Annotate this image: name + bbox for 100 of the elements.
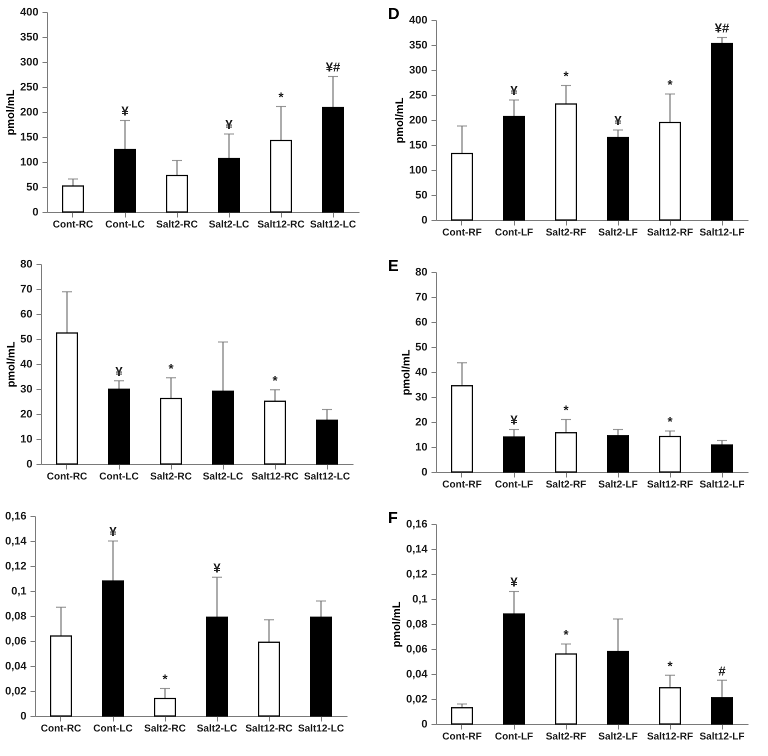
y-tick-label: 60 — [415, 316, 428, 328]
y-tick-label: 0 — [421, 718, 428, 730]
x-tick-label: Salt12-RC — [245, 724, 293, 734]
y-tick-label: 0,02 — [406, 694, 428, 706]
y-tick-label: 300 — [20, 56, 38, 68]
y-tick-label: 350 — [20, 32, 38, 44]
bar — [503, 116, 525, 221]
x-tick-label: Salt12-RC — [257, 220, 305, 230]
bar — [258, 642, 280, 717]
y-tick-label: 50 — [415, 342, 428, 354]
y-tick-label: 80 — [20, 258, 32, 270]
y-axis-title: pmol/mL — [394, 97, 406, 144]
y-tick-label: 300 — [409, 64, 428, 76]
annotation: * — [667, 414, 674, 429]
y-tick-label: 50 — [20, 334, 32, 346]
y-tick-label: 0,12 — [5, 560, 26, 572]
x-tick-label: Salt12-LF — [699, 732, 745, 742]
bar — [659, 687, 681, 725]
y-tick-label: 80 — [415, 266, 428, 278]
y-tick-label: 400 — [20, 6, 38, 18]
y-tick-label: 0 — [20, 710, 26, 722]
bar — [451, 707, 473, 725]
y-tick-label: 0,04 — [5, 660, 28, 672]
y-tick-label: 350 — [409, 40, 428, 52]
annotation: ¥ — [510, 83, 518, 98]
bar — [607, 435, 629, 473]
bar — [451, 152, 473, 221]
bar — [555, 432, 577, 473]
chart-title: D — [388, 6, 400, 23]
y-tick-label: 0 — [26, 458, 32, 470]
x-tick-label: Cont-RC — [46, 472, 88, 482]
y-tick-label: 0,08 — [406, 618, 428, 630]
x-tick-label: Cont-LC — [99, 472, 139, 482]
bar — [102, 580, 124, 717]
x-tick-label: Cont-RF — [442, 228, 482, 238]
y-tick-label: 70 — [20, 284, 32, 296]
annotation: * — [272, 372, 278, 388]
bar — [62, 185, 84, 213]
x-tick-label: Cont-RC — [52, 220, 94, 230]
bar — [166, 174, 188, 213]
bar — [659, 436, 681, 473]
x-tick-label: Salt2-LF — [598, 228, 638, 238]
x-tick-label: Cont-RF — [442, 732, 482, 742]
x-tick-label: Cont-LC — [93, 724, 133, 734]
bar — [322, 106, 344, 213]
y-tick-label: 70 — [415, 292, 428, 304]
y-tick-label: 20 — [415, 416, 428, 428]
y-tick-label: 0,06 — [5, 636, 26, 648]
x-tick-label: Cont-LF — [494, 732, 534, 742]
x-tick-label: Salt2-RC — [156, 220, 198, 230]
y-tick-label: 0,1 — [412, 594, 428, 606]
x-tick-label: Salt12-LC — [298, 724, 344, 734]
x-tick-label: Cont-LF — [494, 480, 534, 490]
y-tick-label: 40 — [415, 366, 428, 378]
y-axis-title: pmol/mL — [391, 601, 404, 648]
y-tick-label: 0,12 — [406, 568, 428, 580]
y-tick-label: 50 — [26, 182, 38, 194]
x-tick-label: Salt2-LF — [598, 732, 638, 742]
x-tick-label: Salt12-LF — [699, 480, 745, 490]
x-tick-label: Salt12-RF — [646, 480, 694, 490]
x-tick-label: Salt2-RC — [144, 724, 186, 734]
x-tick-label: Salt2-LC — [208, 220, 250, 230]
bar — [206, 616, 228, 717]
y-tick-label: 150 — [409, 140, 428, 152]
x-tick-label: Salt12-RF — [646, 228, 694, 238]
y-tick-label: 250 — [20, 82, 38, 94]
y-tick-label: 40 — [20, 358, 32, 370]
bar — [50, 635, 72, 717]
annotation: * — [278, 90, 284, 104]
y-tick-label: 20 — [20, 408, 32, 420]
y-tick-label: 200 — [20, 106, 38, 118]
bar — [503, 436, 525, 473]
bar — [154, 698, 176, 717]
bar — [711, 42, 733, 221]
y-tick-label: 150 — [20, 132, 38, 144]
bar — [264, 400, 286, 465]
bar — [711, 697, 733, 725]
bar — [160, 398, 182, 465]
y-tick-label: 30 — [20, 384, 32, 396]
x-tick-label: Cont-RC — [40, 724, 82, 734]
x-tick-label: Salt12-LF — [699, 228, 745, 238]
x-tick-label: Cont-LF — [494, 228, 534, 238]
annotation: * — [563, 68, 570, 84]
bar — [711, 444, 733, 473]
annotation: ¥ — [109, 524, 118, 539]
x-tick-label: Salt2-RF — [546, 228, 586, 238]
y-tick-label: 0,1 — [11, 586, 26, 598]
annotation: * — [162, 672, 168, 686]
x-tick-label: Salt2-LC — [202, 472, 244, 482]
bar — [451, 385, 473, 473]
bar — [218, 158, 240, 213]
chart-title: E — [388, 258, 399, 275]
bar — [56, 332, 78, 465]
x-tick-label: Salt2-RF — [546, 480, 586, 490]
bar — [555, 103, 577, 221]
bar — [310, 616, 332, 717]
annotation: ¥# — [714, 20, 730, 36]
y-tick-label: 100 — [20, 156, 38, 168]
y-tick-label: 10 — [20, 434, 32, 446]
annotation: ¥ — [225, 117, 234, 132]
